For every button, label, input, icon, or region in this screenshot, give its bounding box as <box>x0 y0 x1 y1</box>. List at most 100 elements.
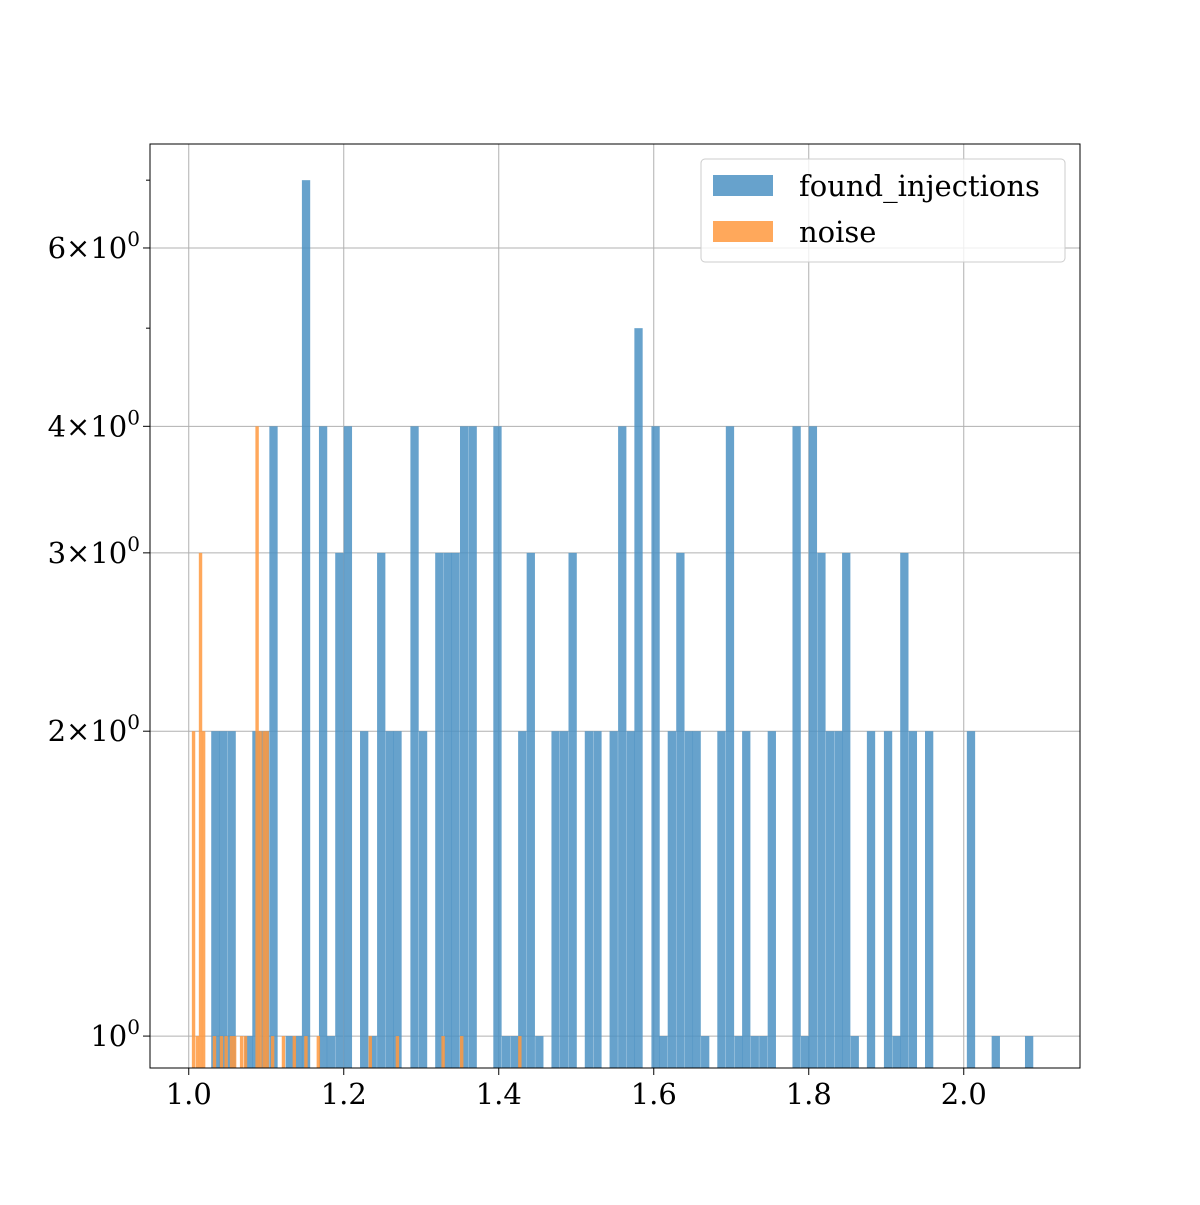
bar-found-injections <box>343 426 353 1068</box>
bar-noise <box>255 426 259 1068</box>
bar-found-injections <box>825 731 835 1068</box>
bar-found-injections <box>318 426 328 1068</box>
bar-noise <box>239 1036 244 1068</box>
bar-found-injections <box>850 1036 859 1068</box>
bar-noise <box>229 1036 234 1068</box>
series-found-injections <box>211 180 1034 1069</box>
bar-found-injections <box>966 731 976 1068</box>
bar-found-injections <box>717 731 726 1068</box>
bar-found-injections <box>1024 1036 1034 1068</box>
bar-found-injections <box>568 552 577 1068</box>
bar-found-injections <box>501 1036 511 1068</box>
bar-found-injections <box>892 1036 901 1068</box>
y-tick-label: 3×100 <box>48 532 140 570</box>
y-tick-label: 6×100 <box>48 227 140 265</box>
bar-found-injections <box>294 1036 303 1068</box>
bar-found-injections <box>368 1036 377 1068</box>
bar-found-injections <box>451 552 460 1068</box>
bar-found-injections <box>535 1036 544 1068</box>
legend-label-found-injections: found_injections <box>799 169 1040 204</box>
bars-layer <box>191 180 1034 1069</box>
bar-noise <box>281 1036 286 1068</box>
bar-found-injections <box>834 731 843 1068</box>
bar-noise <box>212 1036 217 1068</box>
legend-swatch-found-injections <box>713 175 773 196</box>
bar-noise <box>518 1036 522 1068</box>
bar-found-injections <box>443 552 453 1068</box>
bar-noise <box>201 731 206 1068</box>
bar-found-injections <box>493 426 502 1068</box>
bar-noise <box>195 1036 200 1068</box>
bar-found-injections <box>593 731 602 1068</box>
bar-found-injections <box>559 731 569 1068</box>
bar-found-injections <box>360 731 369 1068</box>
bar-found-injections <box>211 731 220 1068</box>
bar-found-injections <box>900 552 909 1068</box>
bar-found-injections <box>676 552 685 1068</box>
bar-found-injections <box>584 731 594 1068</box>
bar-found-injections <box>667 731 676 1068</box>
bar-found-injections <box>385 731 394 1068</box>
bar-noise <box>368 1036 372 1068</box>
bar-noise <box>304 1036 308 1068</box>
bar-found-injections <box>684 731 694 1068</box>
bar-found-injections <box>618 426 627 1068</box>
bar-found-injections <box>792 426 801 1068</box>
bar-found-injections <box>801 1036 810 1068</box>
x-tick-label: 1.6 <box>631 1077 677 1111</box>
bar-noise <box>460 1036 464 1068</box>
y-tick-label: 2×100 <box>48 710 140 748</box>
bar-found-injections <box>326 1036 335 1068</box>
bar-found-injections <box>750 1036 759 1068</box>
bar-found-injections <box>742 731 751 1068</box>
bar-noise <box>191 731 196 1068</box>
series-noise <box>191 426 522 1068</box>
legend-label-noise: noise <box>799 215 876 249</box>
bar-found-injections <box>244 1036 253 1068</box>
bar-found-injections <box>218 731 228 1068</box>
y-tick-label: 100 <box>90 1015 140 1053</box>
bar-found-injections <box>842 552 851 1068</box>
y-tick-label: 4×100 <box>48 405 140 443</box>
bar-found-injections <box>510 1036 519 1068</box>
bar-found-injections <box>227 731 236 1068</box>
bar-found-injections <box>767 731 776 1068</box>
bar-found-injections <box>759 1036 768 1068</box>
bar-found-injections <box>817 552 826 1068</box>
bar-found-injections <box>377 552 386 1068</box>
bar-found-injections <box>335 552 344 1068</box>
bar-noise <box>292 1036 297 1068</box>
legend: found_injections noise <box>700 158 1066 263</box>
bar-found-injections <box>734 1036 743 1068</box>
bar-found-injections <box>866 731 876 1068</box>
bar-found-injections <box>883 731 893 1068</box>
bar-noise <box>316 1036 321 1068</box>
bar-found-injections <box>410 426 419 1068</box>
bar-found-injections <box>634 328 643 1068</box>
x-tick-label: 1.2 <box>321 1077 367 1111</box>
bar-noise <box>395 1036 400 1068</box>
bar-found-injections <box>518 731 527 1068</box>
bar-found-injections <box>468 426 477 1068</box>
bar-noise <box>258 731 262 1068</box>
x-tick-label: 2.0 <box>941 1077 987 1111</box>
axes-layer: 1.0 1.2 1.4 1.6 1.8 2.0 100 2×100 3×100 4×100 6×10… <box>48 179 987 1111</box>
bar-found-injections <box>418 731 428 1068</box>
bar-found-injections <box>925 731 934 1068</box>
plot-frame <box>149 143 1081 1069</box>
bar-found-injections <box>460 426 469 1068</box>
bar-found-injections <box>301 180 311 1069</box>
legend-box <box>700 158 1066 263</box>
bar-found-injections <box>659 1036 668 1068</box>
bar-found-injections <box>285 1036 294 1068</box>
bar-noise <box>441 1036 445 1068</box>
bar-noise <box>198 552 203 1068</box>
bar-found-injections <box>269 426 278 1068</box>
bar-found-injections <box>551 731 560 1068</box>
bar-found-injections <box>725 426 735 1068</box>
legend-swatch-noise <box>713 221 773 242</box>
x-tick-label: 1.0 <box>166 1077 212 1111</box>
bar-noise <box>224 1036 228 1068</box>
